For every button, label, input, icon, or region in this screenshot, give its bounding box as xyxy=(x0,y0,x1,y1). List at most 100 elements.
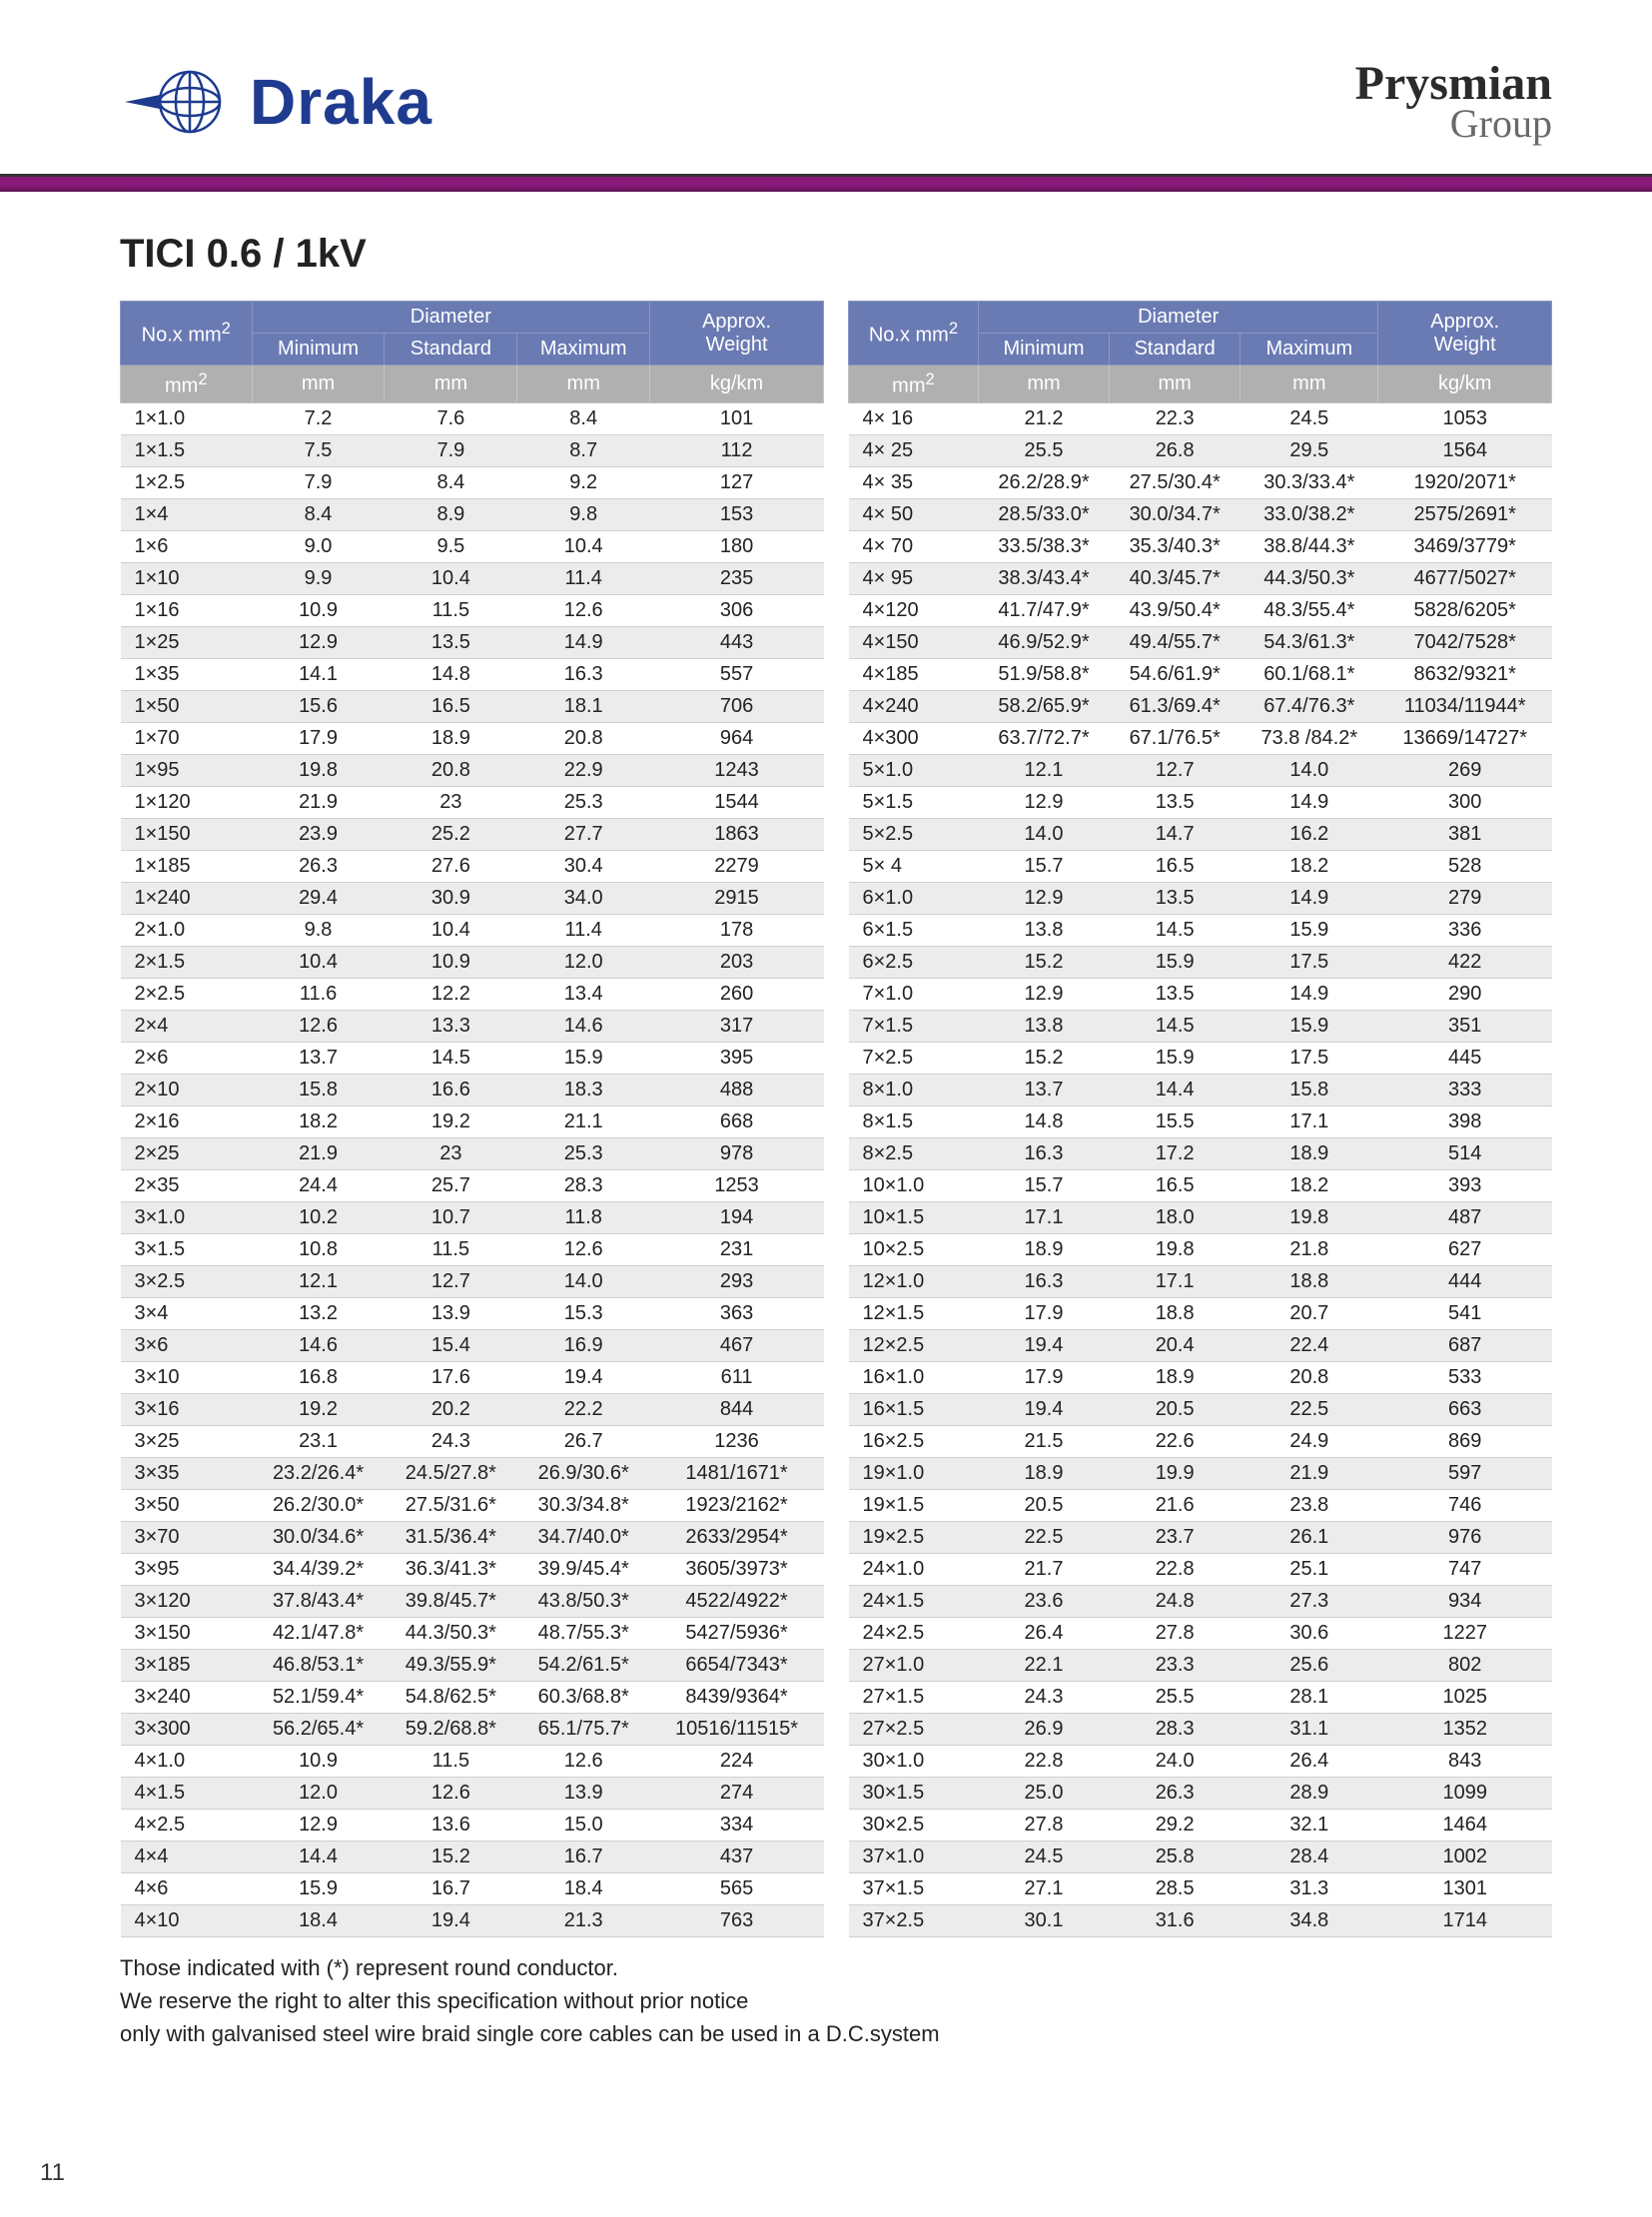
table-row: 27×2.5 26.9 28.3 31.1 1352 xyxy=(849,1713,1552,1745)
table-row: 1×240 29.4 30.9 34.0 2915 xyxy=(121,882,824,914)
cell-max: 10.4 xyxy=(517,530,650,562)
cell-size: 27×2.5 xyxy=(849,1713,979,1745)
cell-size: 10×2.5 xyxy=(849,1233,979,1265)
col-size: No.x mm2 xyxy=(849,302,979,366)
table-row: 1×10 9.9 10.4 11.4 235 xyxy=(121,562,824,594)
cell-std: 18.8 xyxy=(1110,1297,1240,1329)
brand-left: Draka xyxy=(120,65,432,139)
cell-max: 26.9/30.6* xyxy=(517,1457,650,1489)
cell-min: 41.7/47.9* xyxy=(978,594,1109,626)
col-weight: Approx.Weight xyxy=(650,302,824,366)
cell-max: 16.9 xyxy=(517,1329,650,1361)
brand-right-line2: Group xyxy=(1355,104,1552,144)
cell-std: 20.2 xyxy=(385,1393,517,1425)
cell-min: 26.3 xyxy=(252,850,385,882)
cell-min: 24.4 xyxy=(252,1169,385,1201)
cell-wt: 964 xyxy=(650,722,824,754)
cell-size: 7×2.5 xyxy=(849,1042,979,1074)
cell-max: 18.8 xyxy=(1240,1265,1378,1297)
table-row: 1×95 19.8 20.8 22.9 1243 xyxy=(121,754,824,786)
table-row: 27×1.5 24.3 25.5 28.1 1025 xyxy=(849,1681,1552,1713)
cell-std: 18.0 xyxy=(1110,1201,1240,1233)
cell-min: 21.9 xyxy=(252,1137,385,1169)
cell-wt: 3469/3779* xyxy=(1378,530,1552,562)
cell-min: 18.9 xyxy=(978,1457,1109,1489)
cell-min: 21.2 xyxy=(978,402,1109,434)
cell-min: 9.8 xyxy=(252,914,385,946)
cell-max: 26.7 xyxy=(517,1425,650,1457)
cell-wt: 1053 xyxy=(1378,402,1552,434)
cell-max: 67.4/76.3* xyxy=(1240,690,1378,722)
cell-max: 18.4 xyxy=(517,1872,650,1904)
cell-std: 12.2 xyxy=(385,978,517,1010)
cell-wt: 934 xyxy=(1378,1585,1552,1617)
cell-size: 3×6 xyxy=(121,1329,253,1361)
table-row: 4×1.0 10.9 11.5 12.6 224 xyxy=(121,1745,824,1777)
cell-std: 43.9/50.4* xyxy=(1110,594,1240,626)
cell-wt: 13669/14727* xyxy=(1378,722,1552,754)
cell-max: 21.9 xyxy=(1240,1457,1378,1489)
cell-size: 8×2.5 xyxy=(849,1137,979,1169)
table-row: 12×1.0 16.3 17.1 18.8 444 xyxy=(849,1265,1552,1297)
cell-size: 19×1.0 xyxy=(849,1457,979,1489)
cell-min: 7.5 xyxy=(252,434,385,466)
cell-std: 21.6 xyxy=(1110,1489,1240,1521)
cell-max: 30.6 xyxy=(1240,1617,1378,1649)
cell-size: 1×185 xyxy=(121,850,253,882)
cell-wt: 687 xyxy=(1378,1329,1552,1361)
table-row: 3×1.0 10.2 10.7 11.8 194 xyxy=(121,1201,824,1233)
cell-min: 16.8 xyxy=(252,1361,385,1393)
cell-min: 7.2 xyxy=(252,402,385,434)
cell-max: 16.2 xyxy=(1240,818,1378,850)
unit-std: mm xyxy=(385,366,517,403)
cell-min: 16.3 xyxy=(978,1137,1109,1169)
cell-min: 12.1 xyxy=(252,1265,385,1297)
cell-min: 21.9 xyxy=(252,786,385,818)
cell-std: 39.8/45.7* xyxy=(385,1585,517,1617)
cell-min: 12.9 xyxy=(978,786,1109,818)
table-row: 37×1.5 27.1 28.5 31.3 1301 xyxy=(849,1872,1552,1904)
col-min: Minimum xyxy=(252,334,385,366)
table-row: 2×25 21.9 23 25.3 978 xyxy=(121,1137,824,1169)
cell-max: 23.8 xyxy=(1240,1489,1378,1521)
cell-wt: 2915 xyxy=(650,882,824,914)
cell-size: 3×150 xyxy=(121,1617,253,1649)
cell-std: 15.9 xyxy=(1110,1042,1240,1074)
notes: Those indicated with (*) represent round… xyxy=(120,1951,1552,2050)
cell-wt: 5828/6205* xyxy=(1378,594,1552,626)
table-row: 1×16 10.9 11.5 12.6 306 xyxy=(121,594,824,626)
cell-std: 11.5 xyxy=(385,1745,517,1777)
cell-wt: 279 xyxy=(1378,882,1552,914)
cell-size: 12×1.0 xyxy=(849,1265,979,1297)
cell-std: 19.4 xyxy=(385,1904,517,1936)
cell-std: 26.3 xyxy=(1110,1777,1240,1809)
cell-size: 16×2.5 xyxy=(849,1425,979,1457)
cell-size: 4×150 xyxy=(849,626,979,658)
cell-wt: 2575/2691* xyxy=(1378,498,1552,530)
cell-size: 3×95 xyxy=(121,1553,253,1585)
table-row: 1×70 17.9 18.9 20.8 964 xyxy=(121,722,824,754)
cell-std: 10.9 xyxy=(385,946,517,978)
table-row: 4× 16 21.2 22.3 24.5 1053 xyxy=(849,402,1552,434)
cell-size: 4×1.0 xyxy=(121,1745,253,1777)
cell-wt: 101 xyxy=(650,402,824,434)
col-min: Minimum xyxy=(978,334,1109,366)
cell-min: 15.9 xyxy=(252,1872,385,1904)
table-row: 12×2.5 19.4 20.4 22.4 687 xyxy=(849,1329,1552,1361)
cell-std: 44.3/50.3* xyxy=(385,1617,517,1649)
cell-wt: 1923/2162* xyxy=(650,1489,824,1521)
cell-wt: 363 xyxy=(650,1297,824,1329)
cell-min: 25.5 xyxy=(978,434,1109,466)
cell-size: 2×35 xyxy=(121,1169,253,1201)
cell-std: 20.8 xyxy=(385,754,517,786)
table-row: 16×1.0 17.9 18.9 20.8 533 xyxy=(849,1361,1552,1393)
cell-min: 26.9 xyxy=(978,1713,1109,1745)
cell-min: 17.9 xyxy=(978,1297,1109,1329)
cell-std: 18.9 xyxy=(385,722,517,754)
cell-std: 11.5 xyxy=(385,1233,517,1265)
cell-std: 12.6 xyxy=(385,1777,517,1809)
unit-wt: kg/km xyxy=(650,366,824,403)
cell-size: 3×1.5 xyxy=(121,1233,253,1265)
cell-max: 25.6 xyxy=(1240,1649,1378,1681)
unit-size: mm2 xyxy=(849,366,979,403)
